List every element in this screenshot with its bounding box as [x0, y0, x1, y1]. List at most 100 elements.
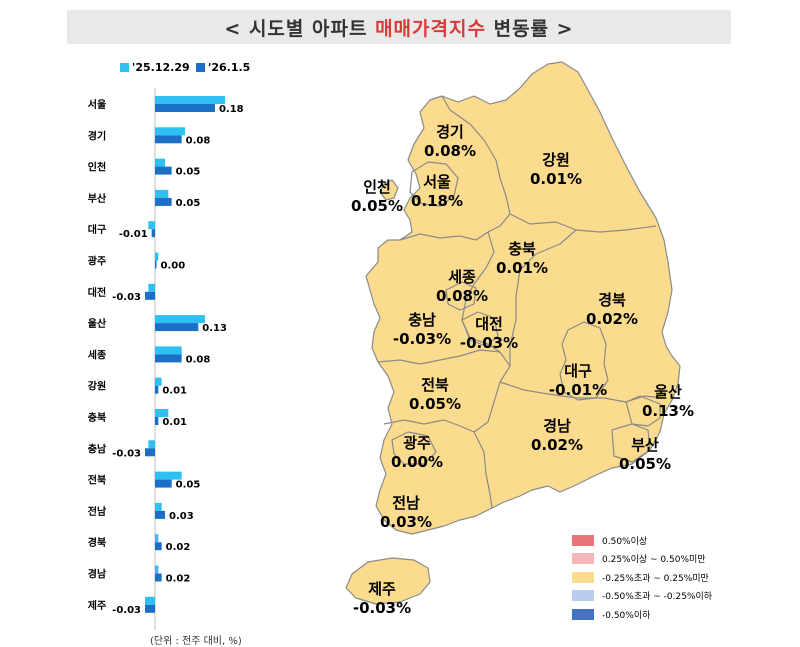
legend-label-series-1: '25.12.29	[132, 61, 190, 74]
data-label: 0.18	[219, 104, 244, 115]
bar-series-1	[155, 377, 162, 386]
data-label: 0.13	[202, 323, 227, 334]
data-label: 0.05	[176, 480, 201, 491]
map-legend-swatch	[572, 608, 594, 620]
data-label: -0.01	[119, 229, 148, 240]
map-region-name: 강원	[542, 151, 570, 169]
category-label: 대구	[88, 223, 106, 236]
bar-series-2	[145, 604, 155, 613]
bar-series-1	[155, 409, 169, 417]
jeju-island	[345, 557, 431, 605]
map-region-name: 전남	[392, 494, 420, 512]
border-chungnam-jeonbuk	[377, 349, 501, 365]
data-label: -0.03	[112, 605, 141, 616]
bar-series-2	[145, 448, 155, 457]
bar-series-1	[155, 315, 205, 324]
data-label: 0.05	[176, 167, 201, 178]
bar-series-1	[155, 158, 165, 167]
category-label: 경남	[88, 568, 107, 581]
map-borders	[377, 95, 665, 509]
data-label: 0.02	[166, 574, 191, 585]
category-label: 서울	[88, 98, 106, 111]
legend-swatch-series-1	[120, 63, 129, 72]
data-label: 0.08	[186, 354, 211, 365]
map-region-name: 울산	[654, 383, 682, 401]
category-label: 인천	[88, 161, 106, 174]
border-seoul	[409, 161, 459, 207]
map-region-value: -0.01%	[549, 381, 607, 399]
bar-series-2	[155, 354, 182, 363]
bar-series-2	[145, 291, 155, 300]
bar-series-1	[155, 96, 225, 104]
map-region-name: 대구	[564, 362, 592, 380]
title-bar: < 시도별 아파트 매매가격지수 변동률 >	[67, 10, 731, 44]
category-label: 대전	[88, 286, 106, 299]
map-region-value: -0.03%	[393, 330, 451, 348]
data-label: 0.08	[186, 135, 211, 146]
map-region-value: 0.08%	[436, 287, 488, 305]
map-region-value: 0.05%	[619, 455, 671, 473]
data-label: 0.05	[176, 198, 201, 209]
page-title: < 시도별 아파트 매매가격지수 변동률 >	[224, 14, 573, 41]
map-region-value: 0.05%	[351, 197, 403, 215]
map-legend: 0.50%이상 0.25%이상 ~ 0.50%미만 -0.25%초과 ~ 0.25%…	[572, 531, 712, 624]
border-jeonnam-gyeongnam	[473, 431, 493, 509]
map-region-value: -0.03%	[460, 334, 518, 352]
category-label: 전북	[88, 474, 106, 487]
legend-item-series-2: '26.1.5	[196, 61, 250, 74]
map-legend-label: 0.50%이상	[602, 536, 648, 547]
unit-note: (단위 : 전주 대비, %)	[150, 636, 242, 647]
data-label: 0.01	[162, 417, 187, 428]
bar-series-1	[155, 346, 182, 355]
bar-series-1	[155, 189, 169, 198]
map-region-name: 충북	[508, 240, 536, 258]
data-label: 0.00	[161, 261, 186, 272]
map-legend-swatch	[572, 571, 594, 583]
border-gyeonggi-chungnam	[399, 231, 489, 241]
bar-series-2	[155, 510, 165, 519]
map-legend-label: -0.50%초과 ~ -0.25%이하	[602, 592, 713, 603]
border-gyeongbuk-gyeongnam	[499, 381, 665, 403]
map-region-value: 0.02%	[586, 310, 638, 328]
category-label: 제주	[88, 599, 106, 612]
bar-series-1	[155, 252, 159, 261]
map-region-value: 0.03%	[380, 513, 432, 531]
category-label: 부산	[88, 192, 107, 205]
title-accent: 매매가격지수	[375, 17, 486, 40]
map-legend-label: -0.25%초과 ~ 0.25%미만	[602, 573, 709, 584]
map-region-name: 서울	[423, 173, 451, 191]
map-region-value: 0.18%	[411, 192, 463, 210]
category-label: 경기	[88, 129, 106, 142]
bar-series-1	[155, 502, 162, 511]
incheon-island	[379, 179, 399, 201]
category-label: 울산	[88, 317, 107, 330]
bar-series-2	[155, 417, 159, 425]
bar-series-2	[155, 197, 172, 206]
map-region-name: 충남	[408, 311, 436, 329]
map-region-name: 인천	[363, 178, 391, 196]
map-legend-swatch	[572, 534, 594, 546]
bar-series-1	[155, 565, 159, 574]
map-region-value: 0.08%	[424, 142, 476, 160]
bar-series-2	[155, 573, 162, 582]
map-legend-item: 0.25%이상 ~ 0.50%미만	[572, 550, 712, 569]
data-label: -0.03	[112, 292, 141, 303]
bar-series-2	[155, 479, 172, 488]
map-region-name: 제주	[368, 580, 396, 598]
data-label: -0.03	[112, 448, 141, 459]
bar-series-2	[155, 166, 172, 175]
border-jeonbuk-jeonnam	[383, 419, 475, 433]
border-gangwon-chungbuk	[509, 213, 657, 233]
border-chungbuk-gyeongbuk	[499, 229, 577, 383]
border-daegu	[559, 321, 609, 401]
title-suffix: 변동률 >	[485, 17, 574, 40]
border-jeonbuk-gyeongnam	[473, 381, 501, 433]
bar-series-2	[151, 229, 155, 238]
border-daejeon	[461, 311, 499, 347]
category-label: 강원	[88, 380, 106, 393]
category-label: 경북	[88, 536, 106, 549]
map-region-value: 0.13%	[642, 402, 694, 420]
bar-series-2	[155, 542, 162, 551]
map-legend-item: 0.50%이상	[572, 531, 712, 550]
